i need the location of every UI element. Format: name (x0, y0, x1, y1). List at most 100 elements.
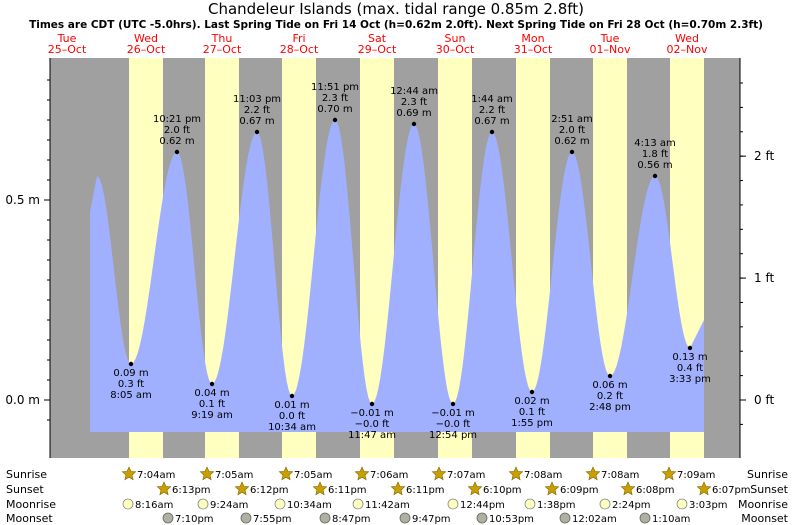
low-tide-point (369, 401, 375, 407)
low-tide-label: 0.1 ft (519, 407, 545, 418)
sunrise-time: 7:05am (215, 470, 253, 481)
moonrise-icon (447, 498, 459, 510)
low-tide-point (450, 401, 456, 407)
day-of-week-label: Tue (57, 32, 77, 45)
low-tide-label: 12:54 pm (429, 430, 477, 441)
row-label-left: Moonset (6, 512, 53, 525)
moonset-icon (162, 512, 174, 524)
high-tide-label: 2.2 ft (479, 105, 505, 116)
sunset-time: 6:12pm (250, 485, 289, 496)
moonrise-icon (524, 498, 536, 510)
high-tide-label: 1.8 ft (642, 149, 668, 160)
low-tide-point (529, 389, 535, 395)
tide-curve (90, 120, 704, 432)
sunset-icon (312, 481, 328, 496)
sunrise-time: 7:07am (447, 470, 485, 481)
day-of-week-label: Tue (600, 32, 620, 45)
high-tide-point (652, 173, 658, 179)
high-tide-label: 0.67 m (239, 116, 274, 127)
high-tide-label: 2.0 ft (559, 125, 585, 136)
high-tide-label: 0.56 m (637, 160, 672, 171)
high-tide-label: 11:03 pm (233, 94, 281, 105)
day-of-week-label: Thu (211, 32, 233, 45)
moonset-time: 9:47pm (412, 514, 451, 525)
high-tide-label: 11:51 pm (311, 82, 359, 93)
sunset-time: 6:13pm (172, 485, 211, 496)
moonrise-icon (122, 498, 134, 510)
low-tide-label: 10:34 am (268, 422, 316, 433)
low-tide-label: 0.3 ft (118, 379, 144, 390)
moonset-icon (559, 512, 571, 524)
sunset-time: 6:08pm (636, 485, 675, 496)
right-tick-label: 1 ft (754, 271, 774, 285)
moonrise-time: 2:24pm (612, 500, 651, 511)
sunrise-time: 7:06am (370, 470, 408, 481)
high-tide-label: 0.62 m (554, 136, 589, 147)
date-label: 01–Nov (590, 43, 631, 56)
row-label-left: Sunrise (6, 468, 47, 481)
moonrise-icon (599, 498, 611, 510)
low-tide-label: 0.0 ft (279, 411, 305, 422)
sunset-time: 6:07pm (712, 485, 751, 496)
high-tide-point (569, 149, 575, 155)
high-tide-label: 0.62 m (159, 136, 194, 147)
high-tide-label: 4:13 am (634, 138, 676, 149)
date-label: 27–Oct (203, 43, 242, 56)
high-tide-label: 2:51 am (551, 114, 593, 125)
moonrise-time: 1:38pm (537, 500, 576, 511)
left-tick-label: 0.0 m (5, 393, 40, 407)
low-tide-point (687, 345, 693, 351)
low-tide-point (128, 361, 134, 367)
low-tide-label: 8:05 am (110, 390, 152, 401)
sunset-time: 6:10pm (483, 485, 522, 496)
high-tide-point (411, 121, 417, 127)
high-tide-label: 2.3 ft (322, 93, 348, 104)
date-label: 28–Oct (280, 43, 319, 56)
low-tide-label: 0.09 m (113, 368, 148, 379)
sunrise-icon (121, 466, 137, 481)
high-tide-label: 2.0 ft (164, 125, 190, 136)
moonrise-time: 12:44pm (460, 500, 505, 511)
moonset-time: 1:10am (652, 514, 690, 525)
high-tide-label: 2.2 ft (244, 105, 270, 116)
high-tide-point (174, 149, 180, 155)
high-tide-label: 0.70 m (317, 104, 352, 115)
moonset-time: 8:47pm (332, 514, 371, 525)
date-label: 26–Oct (127, 43, 166, 56)
moonset-time: 10:53pm (489, 514, 534, 525)
low-tide-point (289, 393, 295, 399)
sunset-icon (544, 481, 560, 496)
moonrise-time: 3:03pm (689, 500, 728, 511)
low-tide-label: 2:48 pm (589, 402, 631, 413)
moonset-icon (319, 512, 331, 524)
low-tide-label: 0.1 ft (199, 399, 225, 410)
sunrise-icon (354, 466, 370, 481)
sunrise-time: 7:04am (137, 470, 175, 481)
sunset-time: 6:09pm (560, 485, 599, 496)
sunset-icon (156, 481, 172, 496)
moonrise-time: 8:16am (135, 500, 173, 511)
sunrise-icon (278, 466, 294, 481)
day-of-week-label: Mon (521, 32, 544, 45)
row-label-left: Sunset (6, 483, 44, 496)
right-tick-label: 0 ft (754, 393, 774, 407)
low-tide-label: 0.4 ft (677, 363, 703, 374)
moonrise-time: 11:42am (365, 500, 410, 511)
chart-subtitle: Times are CDT (UTC -5.0hrs). Last Spring… (29, 19, 763, 31)
sunset-time: 6:11pm (328, 485, 367, 496)
moonrise-icon (676, 498, 688, 510)
moonrise-icon (197, 498, 209, 510)
row-label-right: Moonset (741, 512, 788, 525)
moonset-icon (639, 512, 651, 524)
moonrise-icon (274, 498, 286, 510)
low-tide-label: 0.2 ft (597, 391, 623, 402)
moonset-time: 12:02am (572, 514, 617, 525)
sunrise-icon (508, 466, 524, 481)
high-tide-label: 10:21 pm (153, 114, 201, 125)
high-tide-point (254, 129, 260, 135)
right-tick-label: 2 ft (754, 149, 774, 163)
low-tide-label: 3:33 pm (669, 374, 711, 385)
day-of-week-label: Wed (675, 32, 699, 45)
sunset-icon (467, 481, 483, 496)
date-label: 30–Oct (436, 43, 475, 56)
